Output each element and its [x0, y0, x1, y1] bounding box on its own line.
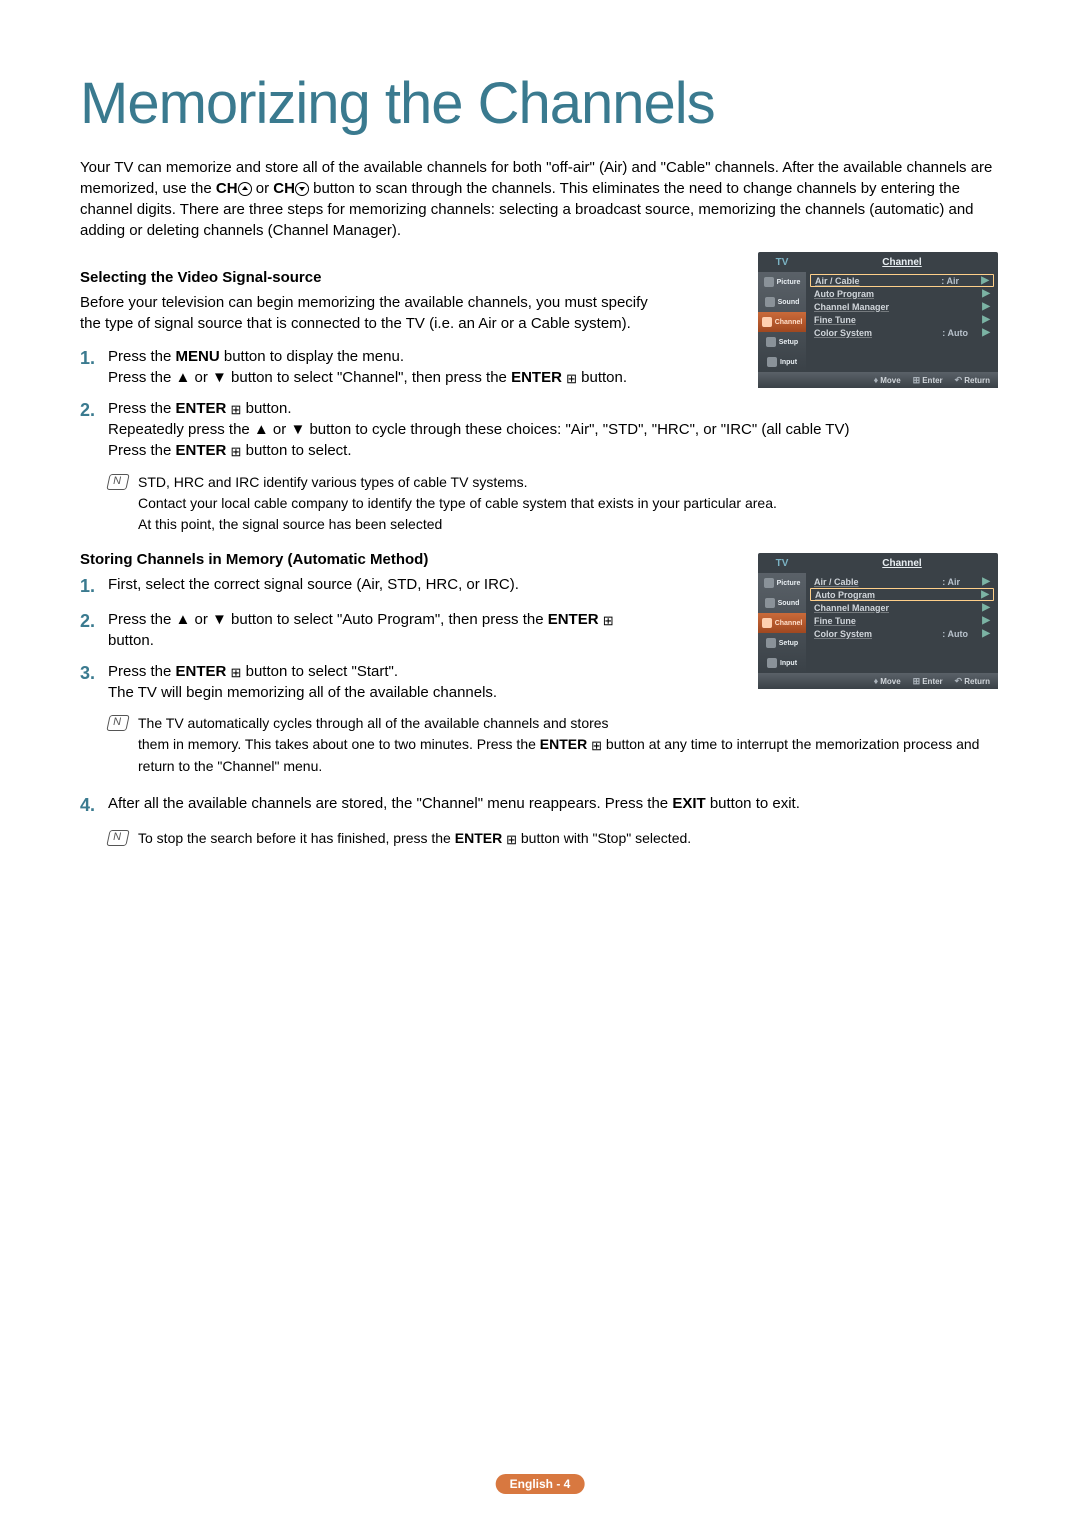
s2-note2: To stop the search before it has finishe…: [108, 828, 1000, 850]
step-number: 2.: [80, 609, 108, 651]
page-footer: English - 4: [496, 1474, 585, 1494]
intro-paragraph: Your TV can memorize and store all of th…: [80, 157, 1000, 241]
tv-menu-screenshot-1: TV Channel Picture Sound Channel Setup I…: [758, 252, 998, 388]
ch-up-icon: [238, 182, 252, 196]
step-number: 3.: [80, 661, 108, 703]
step-number: 4.: [80, 793, 108, 818]
step-number: 1.: [80, 574, 108, 599]
note-icon: [106, 830, 129, 846]
note-icon: [106, 715, 129, 731]
step-number: 1.: [80, 346, 108, 388]
s2-note1: The TV automatically cycles through all …: [108, 713, 1000, 777]
enter-icon: ⊞: [231, 443, 242, 461]
s1-note: STD, HRC and IRC identify various types …: [108, 472, 1000, 535]
step-number: 2.: [80, 398, 108, 461]
s2-step4: 4. After all the available channels are …: [80, 793, 1000, 818]
page-title: Memorizing the Channels: [80, 70, 1000, 137]
enter-icon: ⊞: [603, 612, 614, 630]
enter-icon: ⊞: [231, 664, 242, 682]
ch-down-icon: [295, 182, 309, 196]
enter-icon: ⊞: [506, 830, 517, 850]
tv-menu-screenshot-2: TV Channel Picture Sound Channel Setup I…: [758, 553, 998, 689]
section1-body: Before your television can begin memoriz…: [80, 292, 670, 334]
enter-icon: ⊞: [231, 401, 242, 419]
enter-icon: ⊞: [591, 736, 602, 756]
enter-icon: ⊞: [566, 370, 577, 388]
s1-step2: 2. Press the ENTER ⊞ button. Repeatedly …: [80, 398, 1000, 461]
note-icon: [106, 474, 129, 490]
